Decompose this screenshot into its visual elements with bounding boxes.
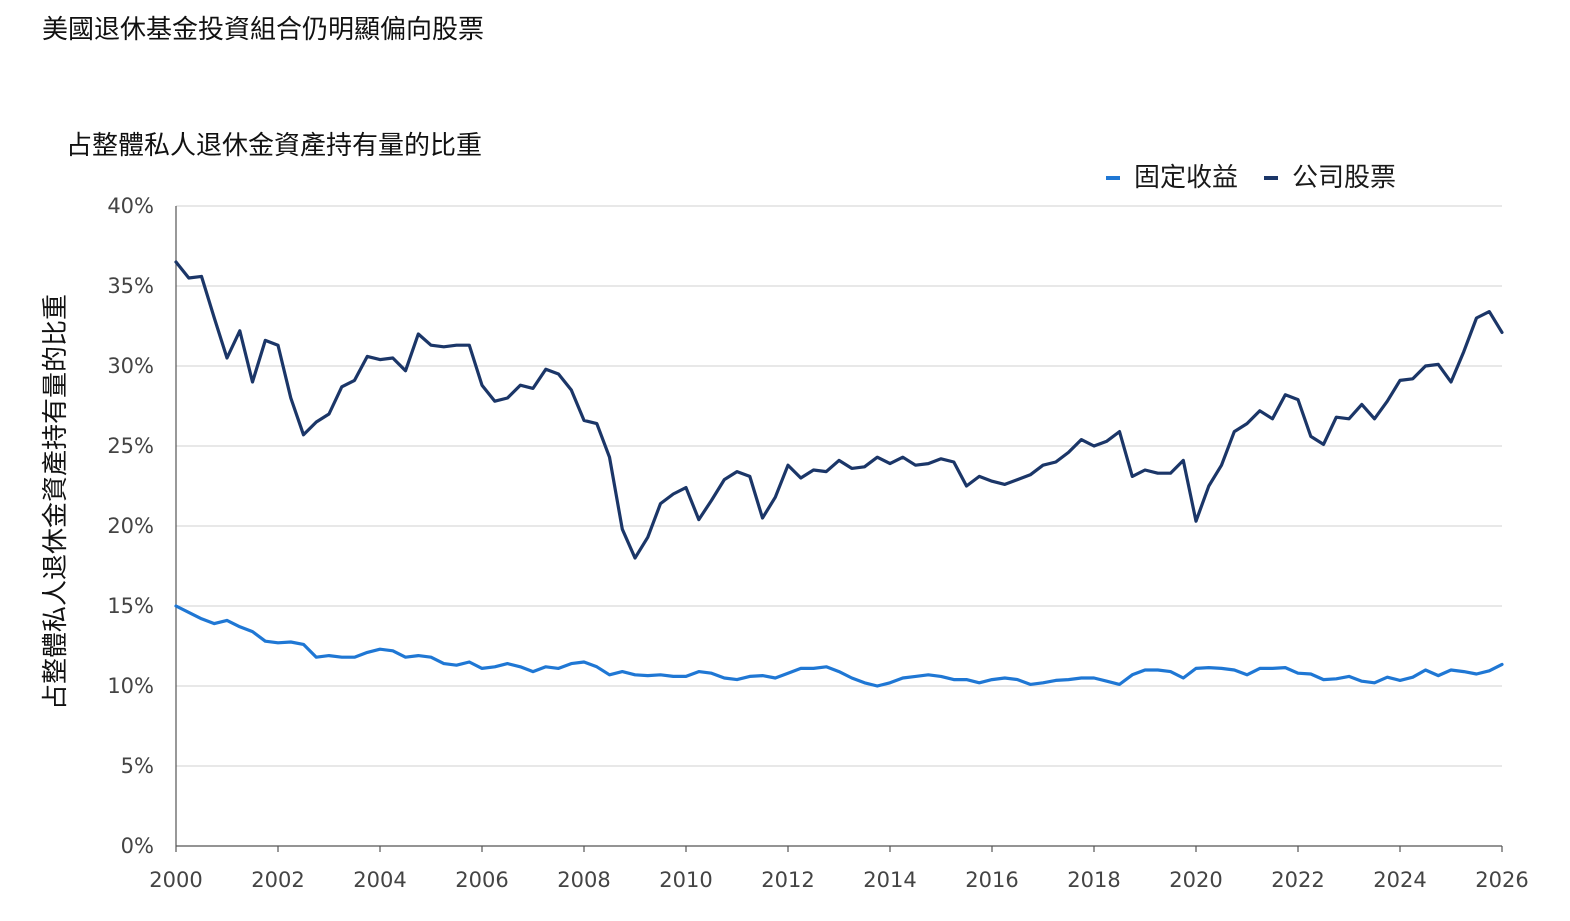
y-tick-label: 35%	[107, 274, 154, 298]
y-tick-label: 5%	[121, 754, 154, 778]
x-tick-label: 2008	[557, 868, 610, 892]
legend-item-fixed-income: 固定收益	[1106, 160, 1238, 196]
y-tick-label: 15%	[107, 594, 154, 618]
x-tick-label: 2024	[1373, 868, 1426, 892]
x-tick-label: 2000	[149, 868, 202, 892]
x-tick-label: 2004	[353, 868, 406, 892]
y-tick-label: 30%	[107, 354, 154, 378]
x-tick-label: 2020	[1169, 868, 1222, 892]
legend-swatch-fixed-income	[1106, 176, 1120, 180]
series-line-equity	[174, 260, 1504, 560]
x-tick-label: 2026	[1475, 868, 1528, 892]
x-tick-label: 2018	[1067, 868, 1120, 892]
y-tick-label: 10%	[107, 674, 154, 698]
x-tick-label: 2022	[1271, 868, 1324, 892]
legend-label-fixed-income: 固定收益	[1134, 163, 1239, 193]
x-tick-label: 2014	[863, 868, 916, 892]
x-tick-label: 2006	[455, 868, 508, 892]
x-tick-label: 2010	[659, 868, 712, 892]
x-tick-label: 2016	[965, 868, 1018, 892]
y-tick-label: 20%	[107, 514, 154, 538]
series-line-fixed-income	[174, 604, 1504, 688]
chart-subtitle: 占整體私人退休金資產持有量的比重	[66, 131, 483, 161]
legend-item-equity: 公司股票	[1264, 160, 1396, 196]
x-tick-label: 2012	[761, 868, 814, 892]
legend: 固定收益 公司股票	[1106, 160, 1422, 196]
legend-label-equity: 公司股票	[1292, 163, 1397, 193]
y-tick-label: 25%	[107, 434, 154, 458]
y-tick-label: 0%	[121, 834, 154, 858]
x-tick-label: 2002	[251, 868, 304, 892]
y-tick-label: 40%	[107, 194, 154, 218]
chart-title: 美國退休基金投資組合仍明顯偏向股票	[42, 15, 485, 45]
legend-swatch-equity	[1264, 176, 1279, 180]
